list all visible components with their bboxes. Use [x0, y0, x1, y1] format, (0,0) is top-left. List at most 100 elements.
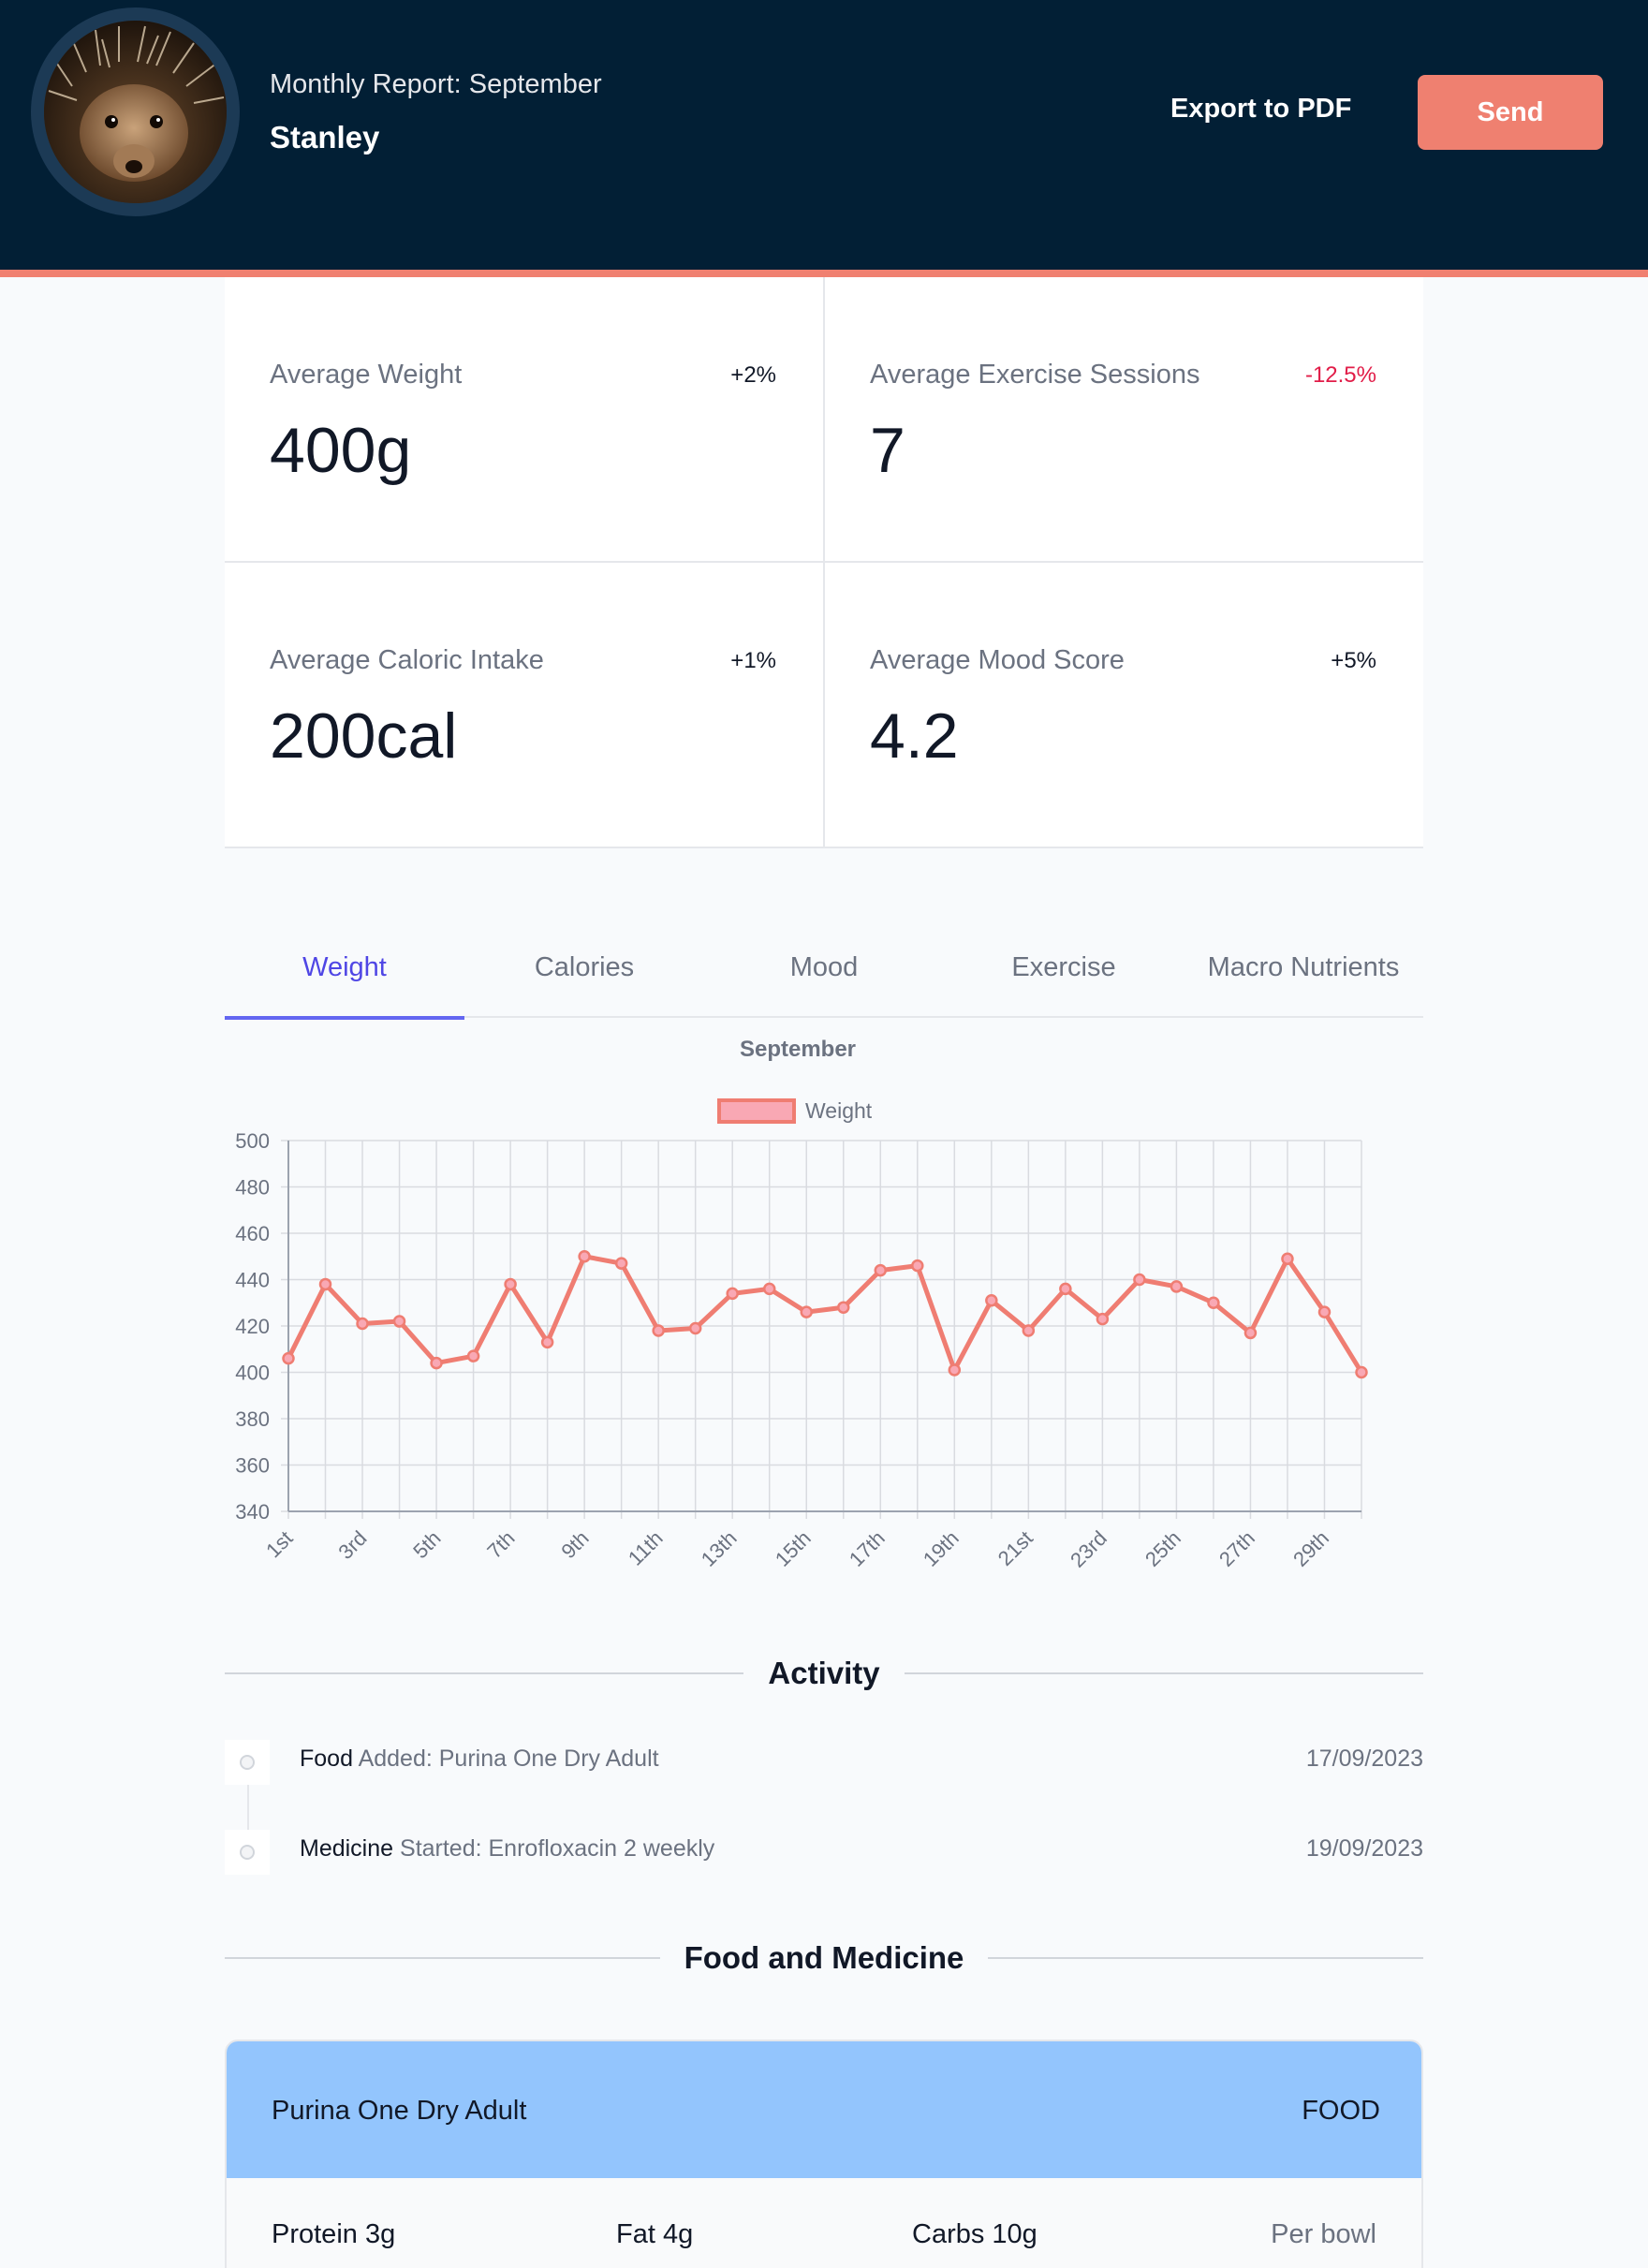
activity-detail: Added: Purina One Dry Adult	[358, 1745, 659, 1772]
legend-swatch	[717, 1098, 796, 1124]
food-medicine-section-header: Food and Medicine	[225, 1937, 1423, 1979]
stat-change: +2%	[730, 362, 776, 388]
weight-data-point	[652, 1324, 665, 1337]
activity-item: Food Added: Purina One Dry Adult 17/09/2…	[225, 1740, 1423, 1790]
report-header: Monthly Report: September Stanley Export…	[0, 0, 1648, 270]
divider	[988, 1957, 1423, 1959]
weight-data-point	[874, 1263, 888, 1277]
weight-data-point	[540, 1335, 554, 1349]
send-button[interactable]: Send	[1418, 75, 1603, 150]
weight-data-point	[430, 1356, 443, 1370]
stat-value: 400g	[270, 415, 412, 486]
stats-grid: Average Weight +2% 400g Average Exercise…	[225, 277, 1423, 848]
avatar-ring	[31, 7, 240, 216]
weight-data-point	[356, 1317, 369, 1331]
stat-value: 4.2	[870, 700, 959, 772]
activity-text: Medicine Started: Enrofloxacin 2 weekly	[300, 1835, 714, 1863]
food-type-badge: FOOD	[1302, 2096, 1380, 2126]
food-fat: Fat 4g	[616, 2219, 694, 2249]
food-card[interactable]: Purina One Dry Adult FOOD Protein 3g Fat…	[225, 2040, 1423, 2268]
pet-avatar	[44, 21, 227, 203]
weight-data-point	[688, 1321, 702, 1335]
hedgehog-photo	[44, 21, 227, 203]
weight-data-point	[1355, 1365, 1368, 1379]
x-tick-label: 27th	[1214, 1526, 1259, 1571]
y-tick-label: 440	[235, 1269, 270, 1292]
activity-detail: Started: Enrofloxacin 2 weekly	[400, 1835, 715, 1862]
weight-data-point	[1170, 1280, 1184, 1293]
x-tick-label: 7th	[482, 1526, 519, 1563]
x-tick-label: 11th	[624, 1526, 668, 1570]
x-tick-label: 29th	[1288, 1526, 1333, 1571]
stat-title: Average Mood Score	[870, 645, 1125, 675]
tab-mood[interactable]: Mood	[789, 952, 859, 982]
divider	[904, 1672, 1423, 1674]
weight-data-point	[1281, 1252, 1294, 1265]
food-carbs: Carbs 10g	[912, 2219, 1037, 2249]
export-pdf-button[interactable]: Export to PDF	[1170, 94, 1352, 124]
food-medicine-title: Food and Medicine	[684, 1940, 964, 1975]
header-accent-stripe	[0, 270, 1648, 277]
activity-date: 19/09/2023	[1305, 1835, 1423, 1862]
food-protein: Protein 3g	[272, 2219, 396, 2249]
weight-data-point	[1317, 1305, 1332, 1318]
y-tick-label: 420	[235, 1315, 270, 1338]
weight-data-point	[800, 1305, 813, 1318]
weight-data-point	[948, 1363, 962, 1377]
y-tick-label: 480	[235, 1176, 270, 1200]
stat-value: 200cal	[270, 700, 458, 772]
x-tick-label: 5th	[408, 1526, 445, 1563]
activity-category: Food	[300, 1745, 353, 1772]
y-tick-label: 380	[235, 1407, 270, 1431]
weight-data-point	[1059, 1282, 1072, 1296]
activity-title: Activity	[768, 1656, 880, 1690]
stat-change: +1%	[730, 648, 776, 673]
weight-data-point	[1096, 1312, 1110, 1326]
weight-data-point	[466, 1349, 480, 1362]
weight-data-point	[837, 1301, 850, 1314]
activity-date: 17/09/2023	[1305, 1745, 1423, 1772]
pet-name: Stanley	[270, 120, 380, 155]
timeline-connector	[247, 1785, 249, 1832]
tab-exercise[interactable]: Exercise	[1011, 952, 1116, 982]
x-tick-label: 15th	[771, 1526, 816, 1571]
weight-data-point	[911, 1259, 924, 1273]
x-tick-label: 3rd	[333, 1526, 371, 1564]
x-tick-label: 9th	[556, 1526, 593, 1563]
weight-data-point	[1243, 1326, 1258, 1340]
weight-data-point	[985, 1294, 998, 1307]
food-name: Purina One Dry Adult	[272, 2096, 527, 2126]
y-tick-label: 360	[235, 1454, 270, 1478]
stat-title: Average Caloric Intake	[270, 645, 544, 675]
x-tick-label: 13th	[697, 1526, 742, 1571]
x-tick-label: 21st	[993, 1526, 1037, 1570]
legend-label: Weight	[805, 1098, 873, 1123]
weight-data-point	[614, 1257, 628, 1270]
weight-data-point	[282, 1351, 295, 1365]
stat-card-mood: Average Mood Score +5% 4.2	[825, 563, 1423, 847]
tab-calories[interactable]: Calories	[534, 952, 635, 982]
weight-series-line	[286, 1254, 1364, 1374]
stat-title: Average Weight	[270, 360, 463, 390]
divider	[225, 1957, 660, 1959]
chart-tabs: Weight Calories Mood Exercise Macro Nutr…	[225, 918, 1423, 1020]
stat-change: -12.5%	[1304, 362, 1376, 388]
x-tick-label: 23rd	[1066, 1526, 1111, 1572]
y-tick-label: 400	[235, 1362, 270, 1385]
tab-macro-nutrients[interactable]: Macro Nutrients	[1207, 952, 1400, 982]
food-card-header: Purina One Dry Adult FOOD	[227, 2041, 1421, 2178]
report-label: Monthly Report: September	[270, 69, 602, 99]
weight-data-point	[318, 1277, 332, 1291]
divider	[225, 1672, 744, 1674]
y-tick-label: 340	[235, 1500, 270, 1524]
timeline-dot-icon	[225, 1740, 270, 1785]
activity-item: Medicine Started: Enrofloxacin 2 weekly …	[225, 1830, 1423, 1880]
tab-weight[interactable]: Weight	[225, 918, 464, 1020]
x-tick-label: 25th	[1140, 1526, 1185, 1571]
weight-data-point	[762, 1282, 776, 1296]
activity-category: Medicine	[300, 1835, 394, 1862]
y-tick-label: 500	[235, 1129, 270, 1153]
weight-data-point	[1133, 1273, 1146, 1287]
stat-card-weight: Average Weight +2% 400g	[225, 277, 823, 561]
weight-chart: September Weight 340 360 380 400 420 440 460 480 5…	[225, 1021, 1423, 1601]
